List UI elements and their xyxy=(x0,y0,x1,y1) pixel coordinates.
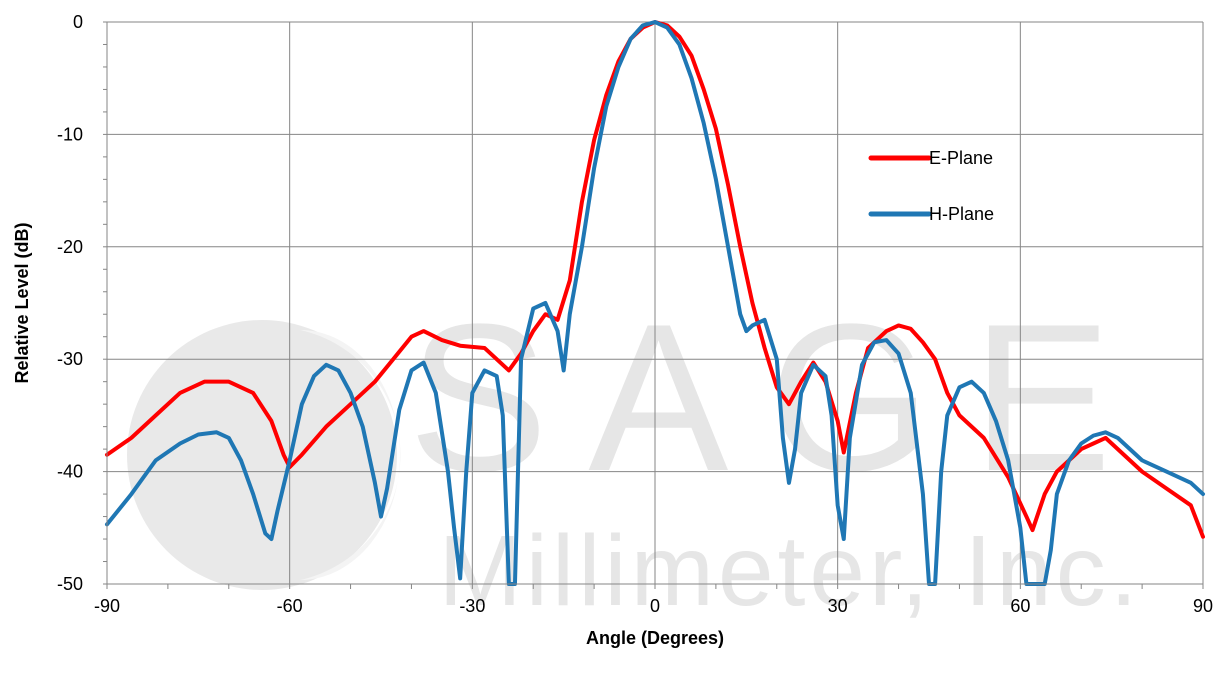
series-line-h-plane xyxy=(105,20,1205,586)
grid xyxy=(106,21,1204,585)
series-line-e-plane xyxy=(105,20,1205,539)
x-tick-label: -60 xyxy=(277,596,303,616)
y-tick-label: 0 xyxy=(73,12,83,32)
axes: -90 -60 -30 0 30 60 90 0 -10 -20 -30 -40 -50 Angle (D… xyxy=(12,12,1213,648)
watermark-text-line2: Millimeter, Inc. xyxy=(438,515,1141,627)
x-tick-label: 30 xyxy=(828,596,848,616)
watermark-logo-circle xyxy=(127,320,397,590)
x-tick-label: 90 xyxy=(1193,596,1213,616)
y-tick-label: -20 xyxy=(57,237,83,257)
y-axis-title: Relative Level (dB) xyxy=(12,222,32,383)
x-axis-title: Angle (Degrees) xyxy=(586,628,724,648)
x-tick-label: 60 xyxy=(1010,596,1030,616)
x-tick-label: -30 xyxy=(459,596,485,616)
legend-label-h-plane: H-Plane xyxy=(929,204,994,224)
watermark-text-line1: SAGE xyxy=(408,280,1152,515)
legend-label-e-plane: E-Plane xyxy=(929,148,993,168)
legend: E-Plane H-Plane xyxy=(868,148,994,224)
y-tick-label: -10 xyxy=(57,124,83,144)
x-tick-label: 0 xyxy=(650,596,660,616)
y-tick-label: -50 xyxy=(57,574,83,594)
series-group xyxy=(105,20,1205,586)
y-tick-label: -40 xyxy=(57,462,83,482)
x-tick-label: -90 xyxy=(94,596,120,616)
y-tick-label: -30 xyxy=(57,349,83,369)
